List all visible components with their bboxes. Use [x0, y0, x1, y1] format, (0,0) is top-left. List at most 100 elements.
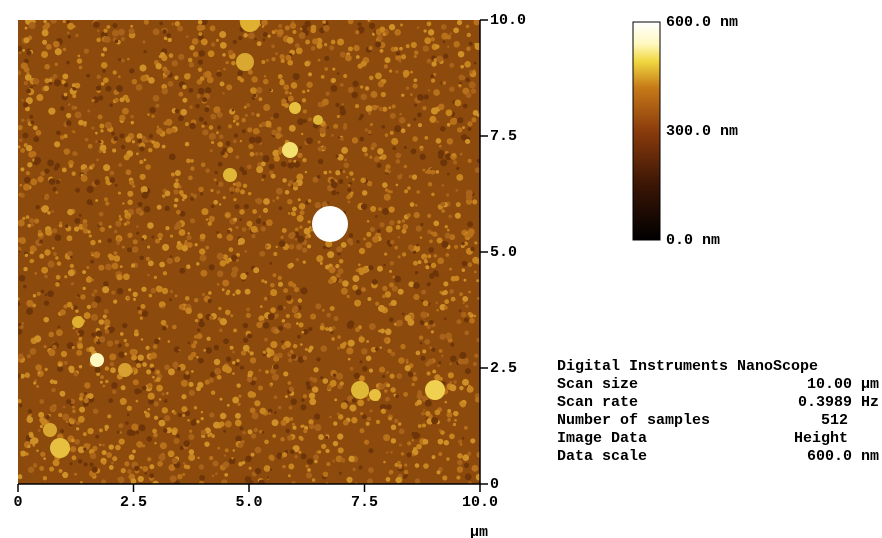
grain — [20, 148, 25, 153]
grain — [29, 218, 35, 224]
grain — [385, 396, 390, 402]
grain — [219, 81, 225, 87]
grain — [111, 29, 119, 37]
grain — [184, 122, 189, 127]
grain — [196, 79, 203, 85]
grain — [155, 377, 161, 383]
grain — [464, 138, 471, 145]
grain — [400, 128, 406, 134]
grain — [110, 367, 116, 374]
grain — [165, 118, 173, 126]
grain — [300, 424, 304, 428]
grain — [130, 114, 134, 119]
grain — [337, 268, 344, 275]
grain — [94, 296, 102, 304]
grain — [199, 76, 205, 81]
grain — [153, 432, 158, 438]
grain — [337, 414, 344, 420]
grain — [382, 106, 388, 112]
grain — [95, 434, 100, 439]
grain — [78, 396, 83, 401]
grain — [308, 392, 316, 400]
grain — [256, 165, 264, 174]
grain — [42, 39, 48, 45]
x-tick-label: 0 — [13, 494, 22, 511]
grain — [189, 122, 196, 130]
grain — [119, 217, 123, 221]
grain — [333, 316, 339, 322]
grain — [239, 218, 242, 221]
grain — [90, 259, 95, 264]
grain — [383, 193, 391, 201]
grain — [121, 107, 129, 115]
grain — [310, 27, 317, 34]
grain — [449, 433, 455, 440]
grain — [30, 178, 38, 186]
grain — [219, 412, 227, 420]
grain — [213, 106, 221, 114]
grain — [355, 289, 362, 296]
grain — [119, 397, 127, 405]
grain — [302, 119, 307, 124]
grain — [205, 218, 209, 221]
grain — [431, 61, 437, 67]
grain — [257, 385, 263, 391]
grain — [225, 140, 231, 146]
grain — [367, 297, 372, 302]
grain — [208, 264, 215, 271]
grain — [307, 198, 312, 203]
grain — [197, 313, 203, 319]
grain — [459, 152, 463, 156]
grain — [147, 113, 150, 116]
grain — [239, 166, 245, 172]
grain — [476, 279, 480, 283]
grain — [230, 191, 234, 195]
grain — [220, 150, 225, 156]
grain — [265, 244, 269, 248]
grain — [380, 328, 385, 334]
grain — [163, 428, 168, 433]
grain — [417, 390, 423, 395]
grain — [69, 419, 75, 425]
grain — [192, 51, 199, 58]
grain — [295, 322, 299, 325]
grain — [147, 273, 150, 277]
grain — [337, 433, 344, 440]
grain — [111, 262, 119, 270]
grain — [140, 74, 147, 82]
grain — [367, 111, 372, 115]
feature — [289, 102, 301, 114]
grain — [368, 368, 374, 373]
grain — [335, 102, 340, 107]
grain — [390, 387, 396, 393]
grain — [243, 33, 248, 38]
grain — [422, 300, 429, 307]
grain — [99, 380, 103, 384]
grain — [322, 20, 327, 24]
grain — [132, 291, 138, 297]
grain — [461, 437, 465, 440]
grain — [375, 72, 382, 80]
grain — [304, 170, 308, 174]
grain — [405, 360, 409, 364]
grain — [309, 398, 317, 406]
grain — [198, 50, 206, 57]
grain — [235, 225, 239, 230]
grain — [281, 344, 287, 350]
grain — [352, 177, 355, 181]
grain — [136, 133, 143, 140]
grain — [181, 198, 185, 202]
grain — [344, 158, 348, 162]
grain — [419, 319, 425, 326]
grain — [23, 284, 27, 289]
grain — [114, 97, 119, 103]
grain — [310, 45, 316, 51]
grain — [472, 256, 480, 264]
grain — [198, 186, 204, 193]
grain — [302, 328, 309, 335]
grain — [455, 202, 461, 208]
grain — [72, 151, 77, 156]
grain — [187, 354, 194, 361]
grain — [103, 318, 111, 326]
grain — [103, 308, 109, 314]
